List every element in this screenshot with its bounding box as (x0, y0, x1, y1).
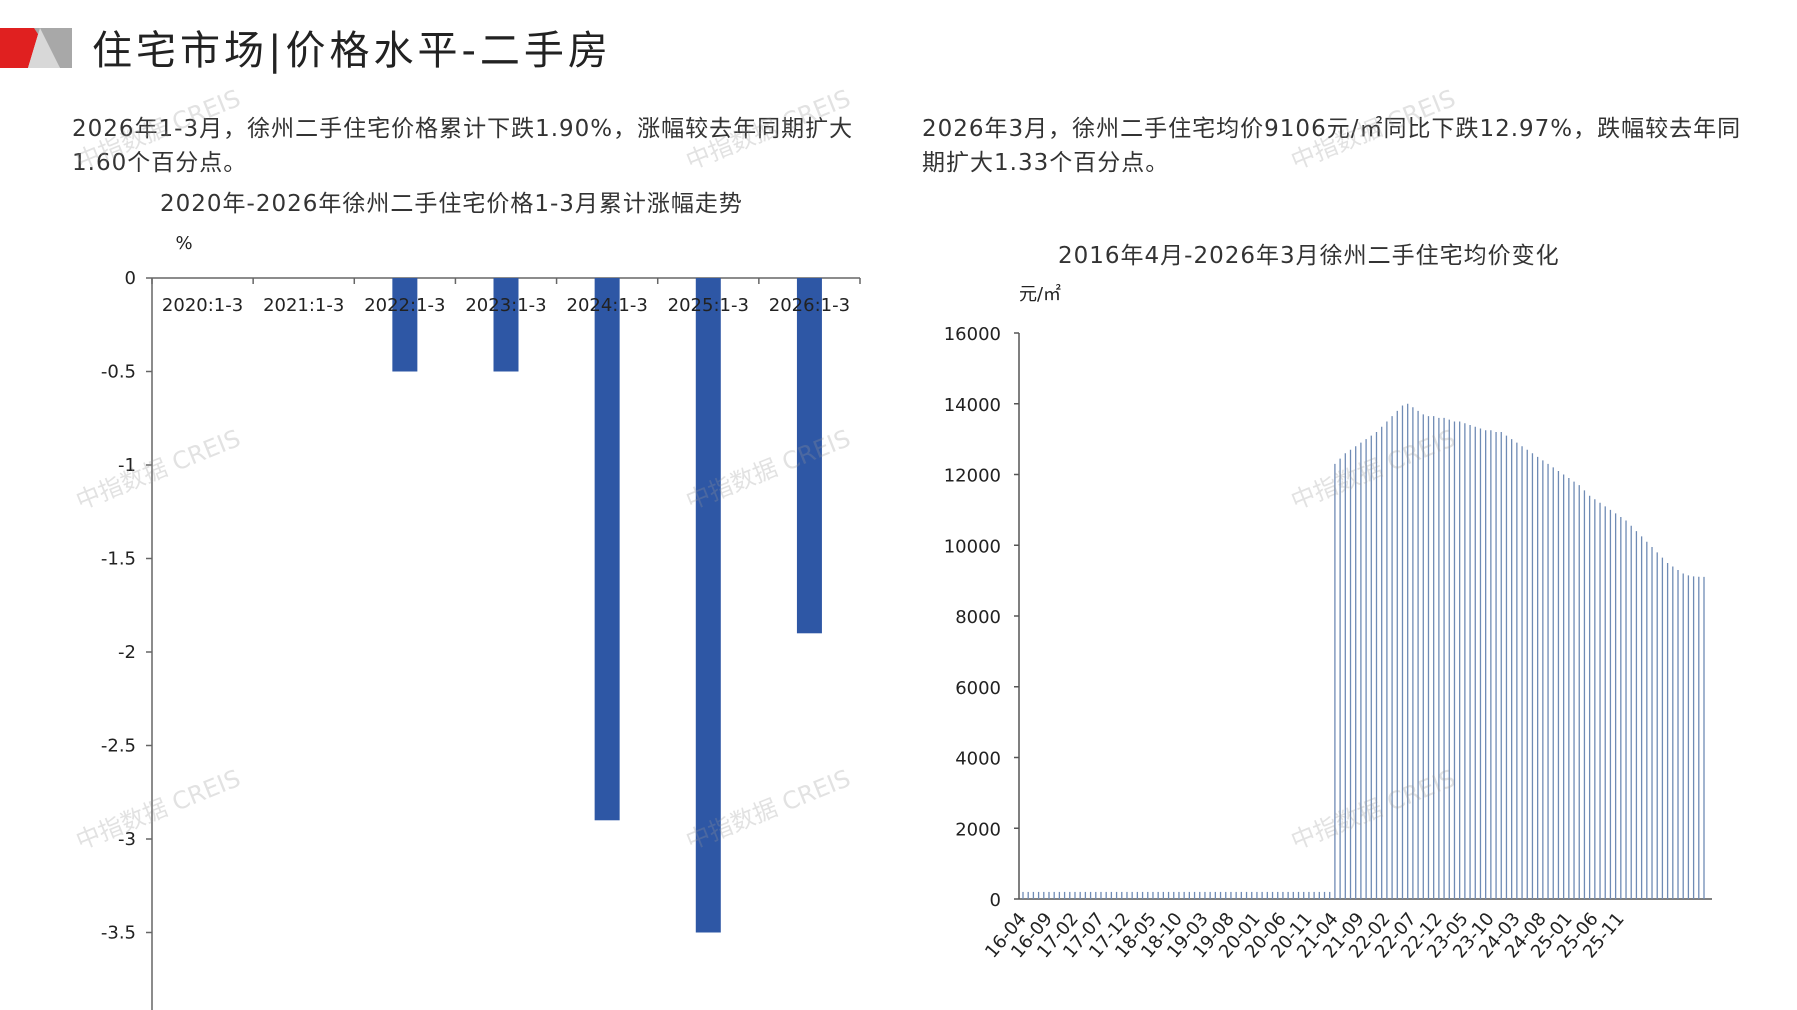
y-tick-label: -0.5 (101, 362, 136, 383)
y-tick-label: -1 (118, 455, 136, 476)
page-title: 住宅市场|价格水平-二手房 (92, 28, 612, 74)
y-tick-label: -2 (118, 642, 136, 663)
y-tick-label: 10000 (944, 536, 1001, 557)
y-tick-label: -3.5 (101, 923, 136, 944)
y-tick-label: 2000 (955, 819, 1001, 840)
y-tick-label: 6000 (955, 678, 1001, 699)
y-tick-label: 16000 (944, 324, 1001, 345)
x-tick-label: 2023:1-3 (465, 295, 546, 316)
y-tick-label: 12000 (944, 466, 1001, 487)
y-tick-label: -3 (118, 829, 136, 850)
y-axis-label: 元/㎡ (1019, 283, 1061, 305)
y-tick-label: 0 (990, 890, 1001, 911)
y-tick-label: 0 (125, 268, 136, 289)
bar (796, 278, 822, 634)
y-axis-label: % (175, 233, 192, 254)
bar (695, 278, 721, 933)
x-tick-label: 2021:1-3 (263, 295, 344, 316)
y-tick-label: 4000 (955, 749, 1001, 770)
x-tick-label: 2026:1-3 (769, 295, 850, 316)
bar (493, 278, 519, 372)
right-chart-title: 2016年4月-2026年3月徐州二手住宅均价变化 (1058, 243, 1560, 269)
y-tick-label: 14000 (944, 395, 1001, 416)
x-tick-label: 2022:1-3 (364, 295, 445, 316)
y-tick-label: 8000 (955, 607, 1001, 628)
bar (594, 278, 620, 821)
left-chart-title: 2020年-2026年徐州二手住宅价格1-3月累计涨幅走势 (160, 191, 743, 217)
cumulative-change-bar-chart: 0 -0.5 -1 -1.5 -2 -2.5 -3 -3.5% 2020:1-3 2021:1-3… (101, 233, 861, 1010)
y-tick-label: -2.5 (101, 736, 136, 757)
x-tick-label: 2024:1-3 (567, 295, 648, 316)
brand-logo-icon (0, 28, 72, 68)
bar (392, 278, 418, 372)
left-description: 2026年1-3月，徐州二手住宅价格累计下跌1.90%，涨幅较去年同期扩大1.6… (72, 116, 854, 176)
x-tick-label: 2020:1-3 (162, 295, 243, 316)
y-tick-label: -1.5 (101, 549, 136, 570)
x-tick-label: 2025:1-3 (668, 295, 749, 316)
right-description: 2026年3月，徐州二手住宅均价9106元/㎡同比下跌12.97%，跌幅较去年同… (922, 116, 1742, 176)
